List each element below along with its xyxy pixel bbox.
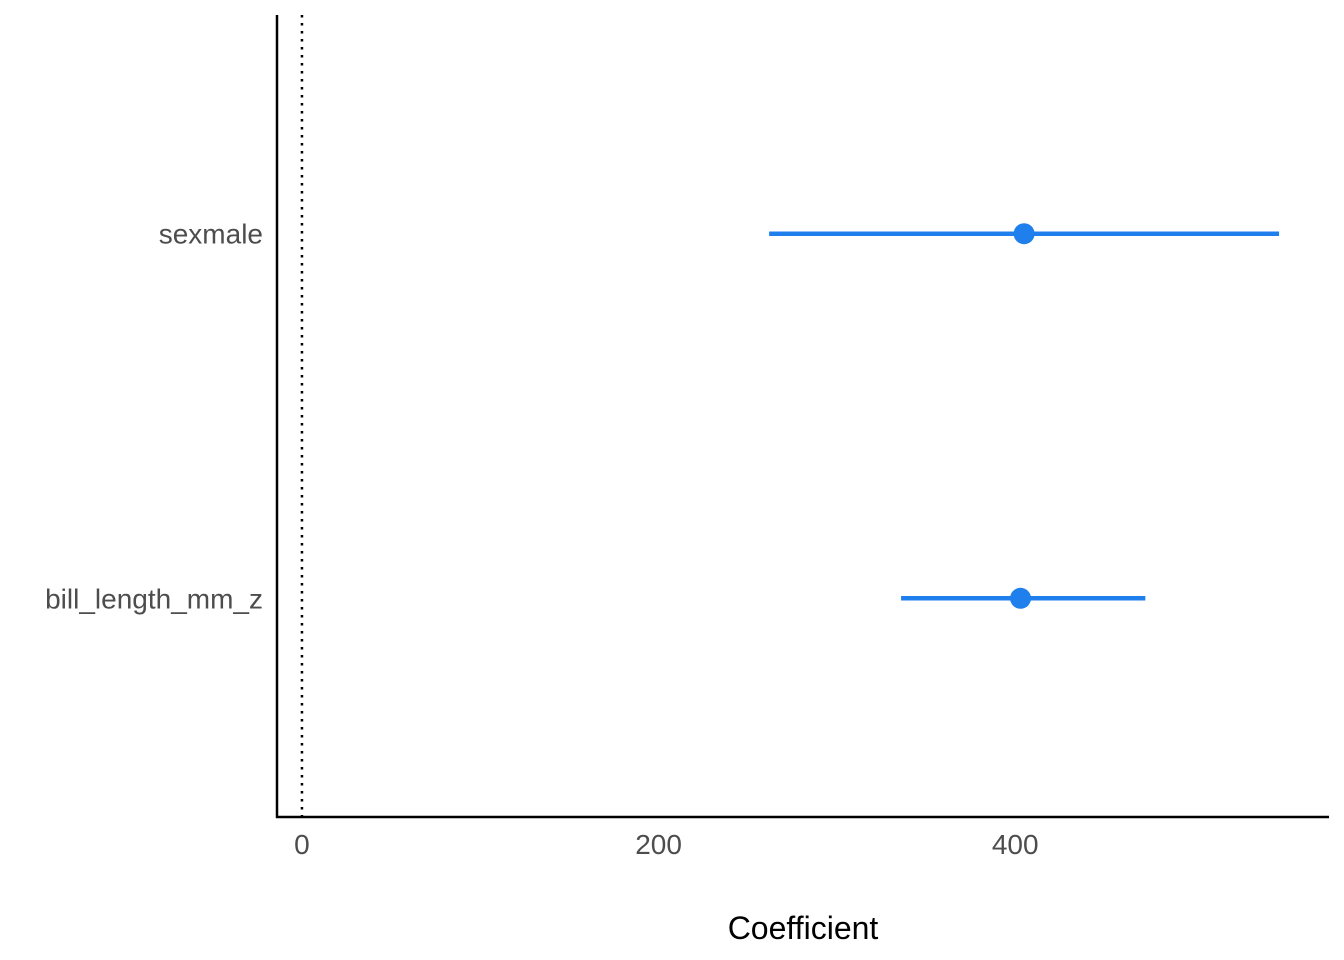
x-tick-label: 200 [635,829,682,860]
y-tick-label: sexmale [159,219,263,250]
x-tick-labels: 0 200 400 [294,829,1038,860]
y-tick-label: bill_length_mm_z [45,583,263,614]
x-tick-label: 0 [294,829,310,860]
estimate-point-bill_length_mm_z [1010,587,1032,609]
x-tick-label: 400 [992,829,1039,860]
marks-layer [769,223,1280,609]
x-axis-title: Coefficient [728,910,879,946]
y-tick-labels: sexmale bill_length_mm_z [45,219,263,615]
estimate-point-sexmale [1013,223,1035,245]
